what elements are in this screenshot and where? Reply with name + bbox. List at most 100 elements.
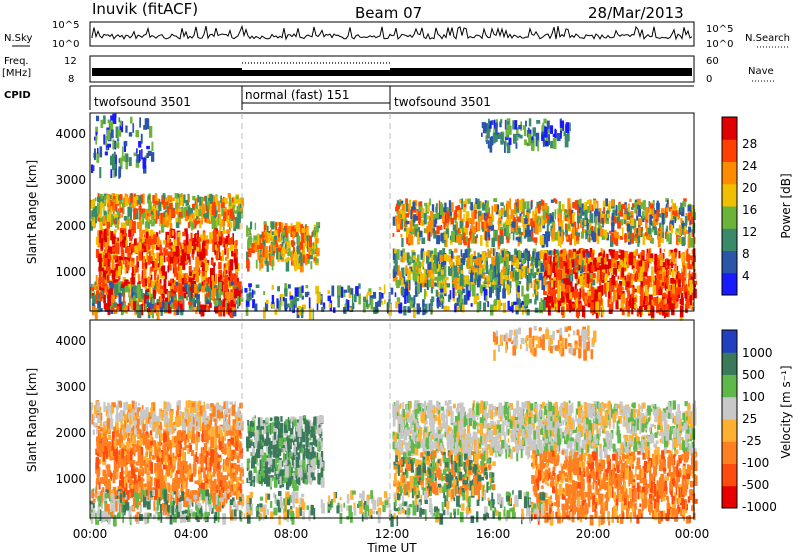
heatmap-cell <box>290 225 295 237</box>
heatmap-cell <box>671 269 675 278</box>
heatmap-cell <box>107 214 111 225</box>
heatmap-cell <box>259 262 262 271</box>
heatmap-cell <box>583 205 586 213</box>
heatmap-cell <box>350 288 354 295</box>
heatmap-cell <box>100 428 104 440</box>
heatmap-cell <box>639 306 642 317</box>
heatmap-cell <box>122 412 125 417</box>
heatmap-cell <box>258 255 262 267</box>
heatmap-cell <box>557 213 560 222</box>
heatmap-cell <box>123 142 126 152</box>
heatmap-cell <box>517 236 521 242</box>
heatmap-cell <box>500 302 503 306</box>
power-y-axis: 1000 2000 3000 4000 <box>55 127 86 279</box>
heatmap-cell <box>598 225 603 237</box>
heatmap-cell <box>405 227 410 238</box>
heatmap-cell <box>260 250 263 256</box>
heatmap-cell <box>672 210 676 215</box>
heatmap-cell <box>500 202 504 207</box>
heatmap-cell <box>152 252 156 262</box>
heatmap-cell <box>201 285 205 293</box>
heatmap-cell <box>139 208 141 220</box>
heatmap-cell <box>233 275 238 286</box>
heatmap-cell <box>151 308 154 319</box>
heatmap-cell <box>603 257 607 265</box>
heatmap-cell <box>515 230 519 235</box>
heatmap-cell <box>439 254 443 262</box>
heatmap-cell <box>554 257 558 262</box>
heatmap-cell <box>515 236 519 241</box>
heatmap-cell <box>591 264 595 272</box>
heatmap-cell <box>164 409 168 421</box>
heatmap-cell <box>184 206 188 211</box>
heatmap-cell <box>128 296 132 304</box>
heatmap-cell <box>689 237 694 248</box>
heatmap-cell <box>111 254 115 264</box>
heatmap-cell <box>247 239 250 251</box>
heatmap-cell <box>199 401 202 405</box>
heatmap-cell <box>301 234 305 243</box>
heatmap-cell <box>576 235 580 241</box>
heatmap-cell <box>263 232 267 236</box>
heatmap-cell <box>118 169 121 179</box>
heatmap-cell <box>179 300 182 308</box>
heatmap-cell <box>194 220 197 229</box>
heatmap-cell <box>182 286 185 292</box>
heatmap-cell <box>546 133 549 140</box>
heatmap-cell <box>232 307 236 311</box>
heatmap-cell <box>456 234 460 243</box>
heatmap-cell <box>589 290 592 296</box>
heatmap-cell <box>430 303 433 315</box>
heatmap-cell <box>436 302 439 309</box>
heatmap-cell <box>114 199 118 211</box>
heatmap-cell <box>615 299 619 310</box>
heatmap-cell <box>91 414 94 425</box>
heatmap-cell <box>668 291 672 300</box>
heatmap-cell <box>572 303 576 309</box>
heatmap-cell <box>106 275 109 282</box>
heatmap-cell <box>137 408 139 417</box>
heatmap-cell <box>163 279 167 291</box>
heatmap-cell <box>415 285 417 292</box>
heatmap-cell <box>414 200 418 207</box>
heatmap-cell <box>133 208 136 220</box>
heatmap-cell <box>568 255 572 264</box>
velocity-panel: 1000 2000 3000 4000 Slant Range [km] <box>25 319 698 527</box>
heatmap-cell <box>634 233 638 238</box>
heatmap-cell <box>248 227 251 236</box>
heatmap-cell <box>663 212 666 223</box>
heatmap-cell <box>169 229 172 238</box>
heatmap-cell <box>506 142 511 154</box>
heatmap-cell <box>664 275 668 283</box>
heatmap-cell <box>485 231 487 241</box>
heatmap-cell <box>484 257 488 269</box>
heatmap-cell <box>543 277 545 285</box>
heatmap-cell <box>492 248 495 256</box>
heatmap-cell <box>494 248 496 259</box>
heatmap-cell <box>462 253 465 260</box>
heatmap-cell <box>301 228 306 233</box>
heatmap-cell <box>639 295 643 306</box>
heatmap-cell <box>459 198 463 204</box>
heatmap-cell <box>467 238 470 249</box>
heatmap-cell <box>250 237 253 243</box>
heatmap-cell <box>188 210 193 219</box>
heatmap-cell <box>145 208 149 220</box>
heatmap-cell <box>340 286 344 298</box>
heatmap-cell <box>128 288 130 298</box>
heatmap-cell <box>662 253 665 259</box>
heatmap-cell <box>545 231 549 240</box>
heatmap-cell <box>684 263 688 269</box>
heatmap-cell <box>156 252 160 262</box>
heatmap-cell <box>150 407 154 417</box>
heatmap-cell <box>633 227 637 234</box>
heatmap-cell <box>534 307 539 313</box>
heatmap-cell <box>199 196 203 206</box>
heatmap-cell <box>139 231 143 239</box>
heatmap-cell <box>631 302 634 315</box>
heatmap-cell <box>565 230 568 237</box>
heatmap-cell <box>136 221 139 229</box>
heatmap-cell <box>441 212 446 224</box>
heatmap-cell <box>94 284 97 290</box>
heatmap-cell <box>150 266 154 272</box>
